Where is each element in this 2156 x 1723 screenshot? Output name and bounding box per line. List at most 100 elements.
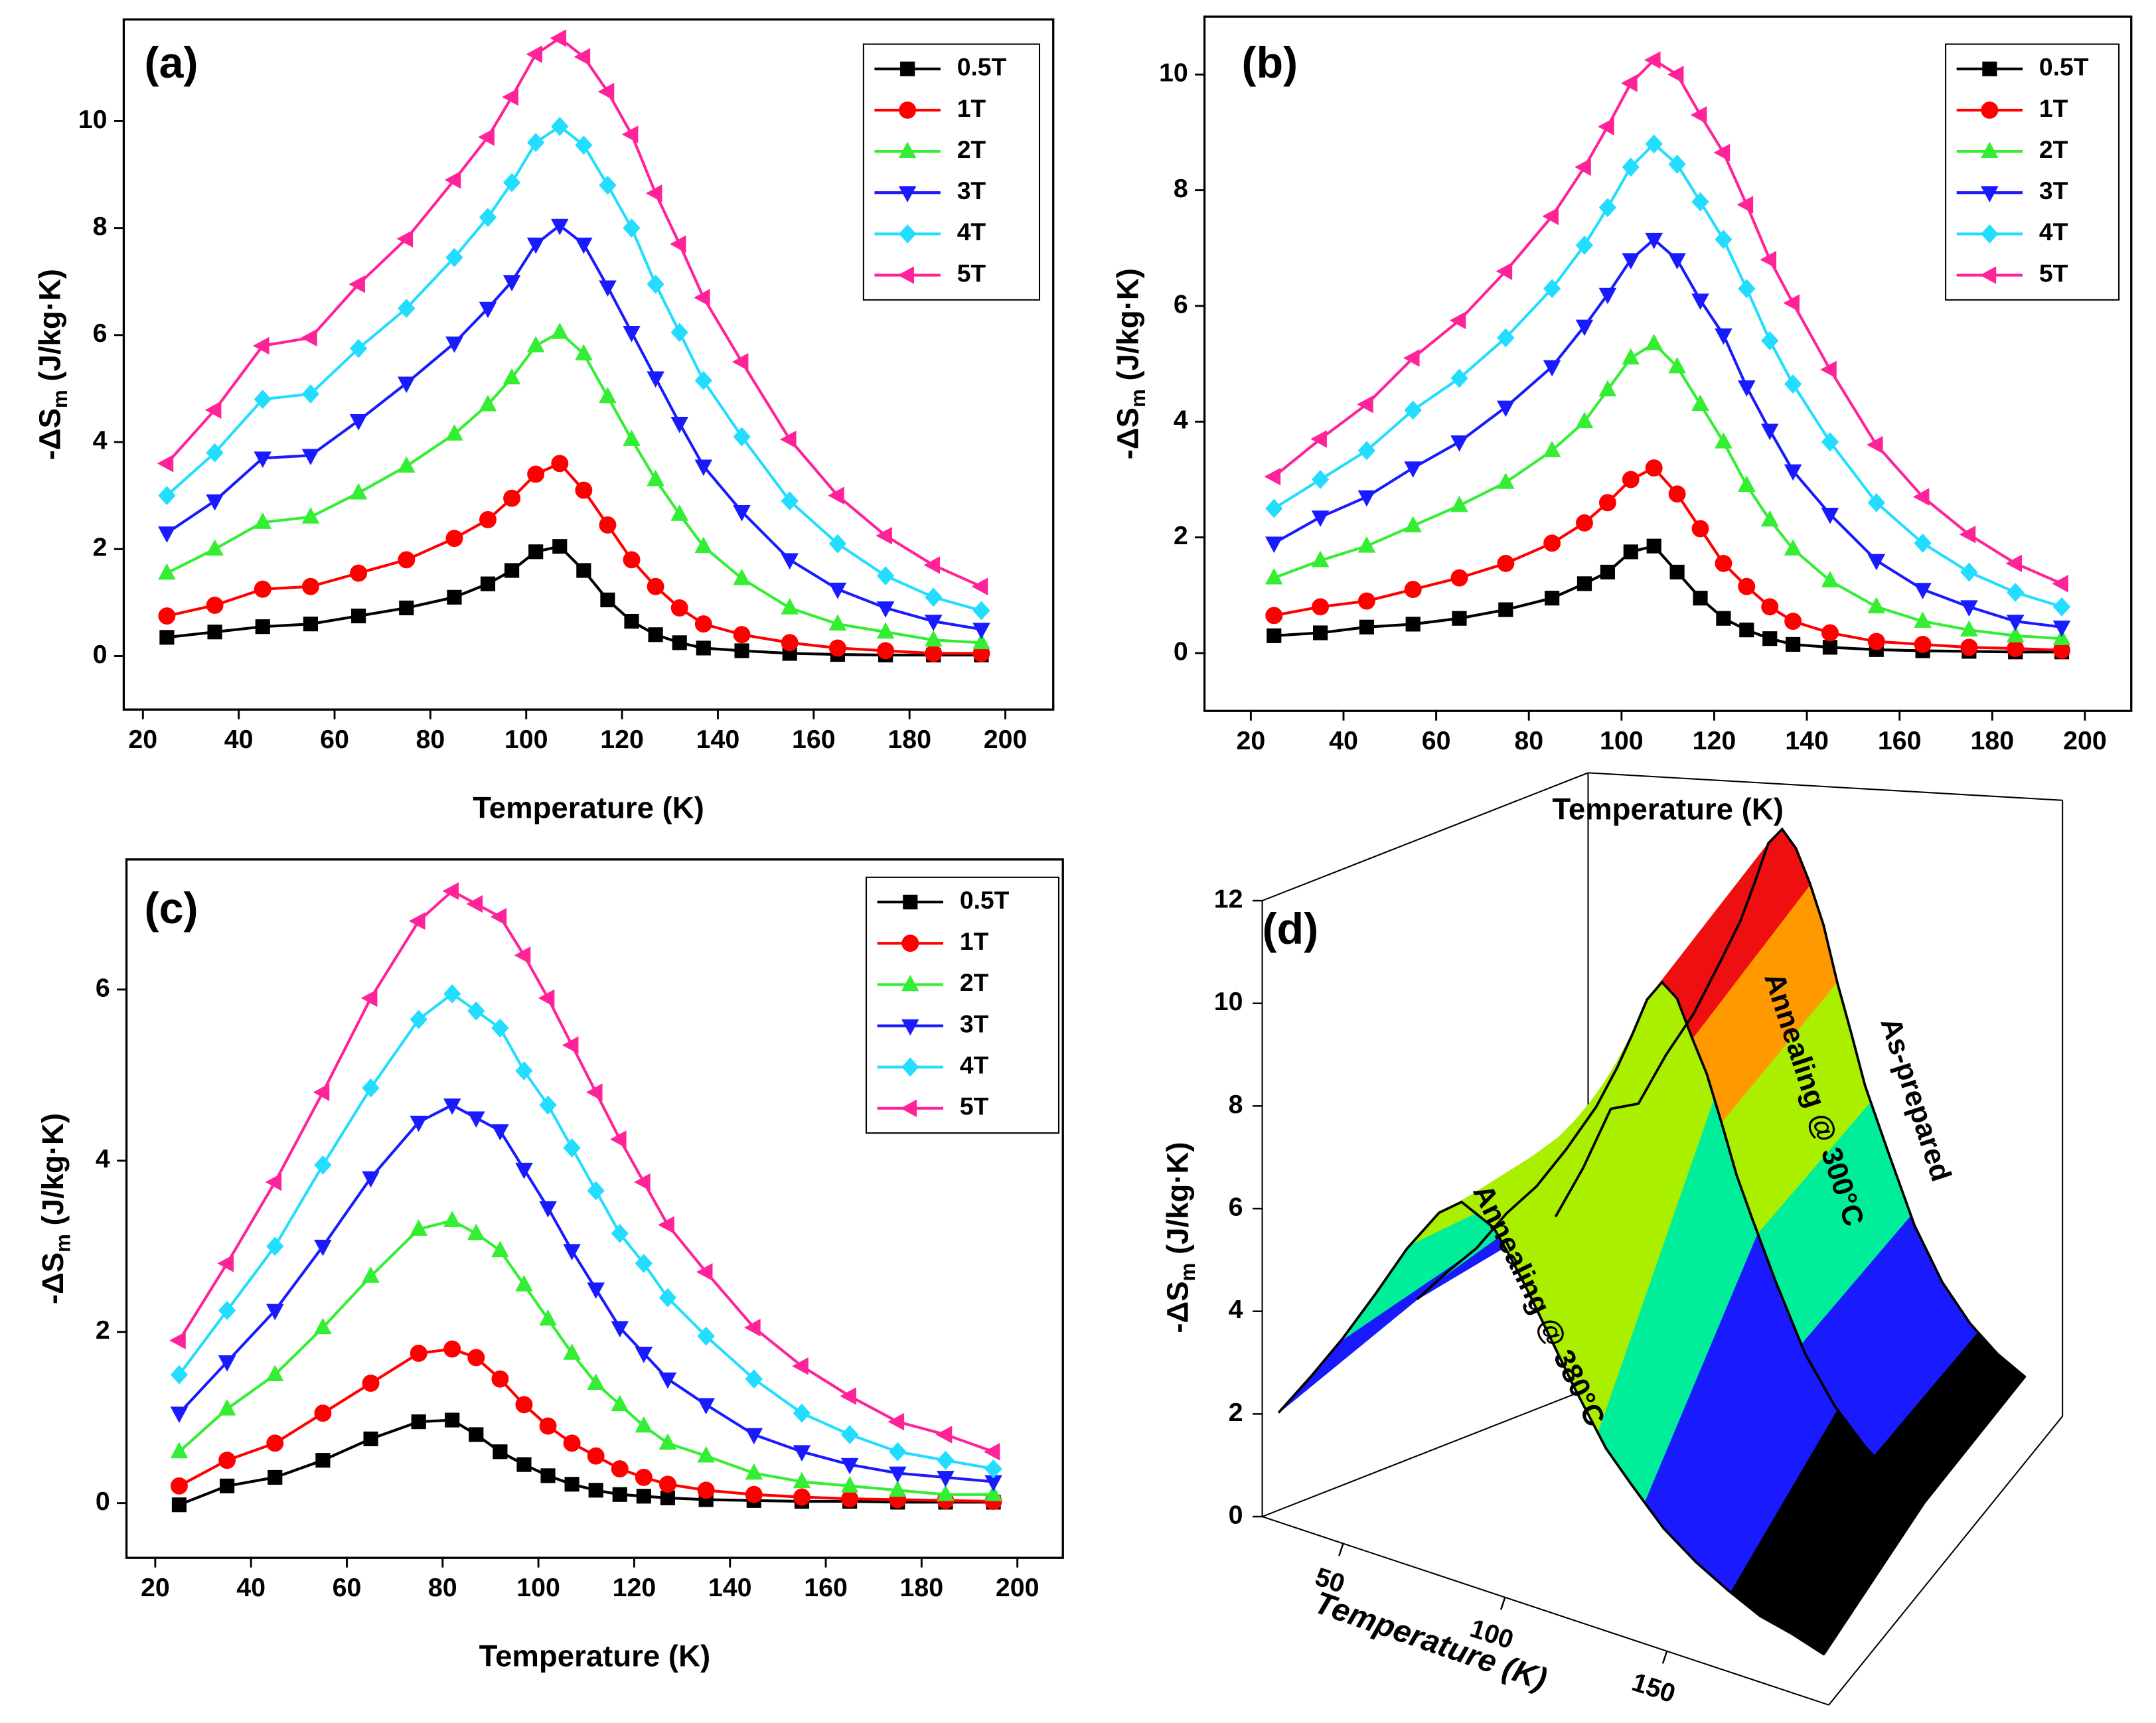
y-tick-label: 2 xyxy=(1174,521,1188,550)
data-point xyxy=(1960,600,1978,617)
data-point xyxy=(781,553,799,570)
surface-curve xyxy=(1554,827,2027,1379)
z-tick-label: 4 xyxy=(1229,1295,1243,1324)
data-point xyxy=(1357,490,1376,507)
data-point xyxy=(1715,328,1733,345)
legend-label: 1T xyxy=(957,94,986,122)
data-point xyxy=(672,635,687,650)
data-point xyxy=(610,1130,627,1148)
legend-marker xyxy=(900,1099,917,1118)
data-point xyxy=(670,323,688,342)
y-tick-label: 10 xyxy=(1159,58,1188,88)
data-point xyxy=(972,623,990,639)
x-tick-label: 140 xyxy=(708,1573,752,1602)
data-point xyxy=(408,912,425,931)
data-point xyxy=(515,1162,533,1179)
z-tick-label: 8 xyxy=(1229,1090,1243,1119)
data-point xyxy=(266,1365,284,1382)
legend-marker xyxy=(901,974,919,992)
data-point xyxy=(648,627,663,642)
data-point xyxy=(170,1477,188,1495)
data-point xyxy=(588,1483,603,1498)
data-point xyxy=(443,1211,461,1227)
data-point xyxy=(623,429,641,446)
data-point xyxy=(599,175,617,195)
data-point xyxy=(1357,395,1373,413)
data-point xyxy=(587,1282,605,1300)
y-axis-label-part: -ΔS xyxy=(1160,1281,1194,1333)
data-point xyxy=(313,1083,330,1101)
data-point xyxy=(563,1343,581,1360)
data-point xyxy=(1760,250,1777,269)
data-point xyxy=(1267,628,1282,643)
data-point xyxy=(793,1471,811,1489)
legend-frame xyxy=(1945,43,2120,301)
data-point xyxy=(744,1318,761,1337)
data-point xyxy=(611,1394,629,1412)
y-axis-label-part: -ΔS xyxy=(36,1252,70,1304)
data-point xyxy=(491,1240,509,1258)
series-line xyxy=(165,36,982,588)
data-point xyxy=(972,601,990,621)
data-point xyxy=(504,563,520,578)
data-point xyxy=(1822,640,1838,655)
data-point xyxy=(1450,435,1468,452)
data-point xyxy=(396,230,414,248)
data-point xyxy=(502,88,518,106)
data-point xyxy=(840,1387,856,1405)
data-point xyxy=(349,483,368,500)
data-point xyxy=(467,1111,485,1128)
legend-label: 3T xyxy=(2039,177,2068,204)
data-point xyxy=(562,1036,579,1055)
data-point xyxy=(255,619,270,635)
data-point xyxy=(1577,576,1592,591)
y-axis-label-part: (J/kg·K) xyxy=(36,1113,70,1234)
y-axis-label: -ΔSm (J/kg·K) xyxy=(36,1113,75,1304)
data-point xyxy=(1914,611,1932,628)
data-point xyxy=(733,505,751,522)
data-point xyxy=(1497,328,1515,348)
surface-curve xyxy=(1277,1200,1825,1656)
y-tick-label: 4 xyxy=(1174,406,1188,435)
data-point xyxy=(828,614,847,631)
data-point xyxy=(314,1317,332,1335)
data-point xyxy=(564,1477,579,1492)
data-point xyxy=(576,563,591,578)
data-point xyxy=(984,1484,1002,1501)
y-axis-label-part: (J/kg·K) xyxy=(1160,1142,1194,1262)
y-tick-label: 0 xyxy=(96,1487,110,1516)
data-point xyxy=(1621,74,1638,92)
data-point xyxy=(1738,279,1756,299)
data-point xyxy=(218,1301,236,1320)
data-point xyxy=(410,1345,427,1362)
data-point xyxy=(1715,230,1733,250)
data-point xyxy=(1575,412,1594,429)
y-tick-label: 4 xyxy=(93,425,108,455)
data-point xyxy=(924,630,943,647)
data-point xyxy=(585,1083,603,1101)
data-point xyxy=(445,424,463,441)
data-point xyxy=(254,451,272,469)
x-tick-label: 80 xyxy=(416,725,445,754)
data-point xyxy=(514,946,531,964)
panel-label: (a) xyxy=(145,38,198,88)
data-point xyxy=(551,455,569,473)
data-point xyxy=(1576,514,1593,532)
series-line xyxy=(1273,142,2062,609)
data-point xyxy=(793,1445,811,1462)
data-point xyxy=(398,299,416,318)
data-point xyxy=(611,1460,629,1478)
y-tick-label: 2 xyxy=(96,1315,110,1345)
data-point xyxy=(597,82,615,101)
data-point xyxy=(1265,607,1283,625)
data-point xyxy=(515,1061,533,1081)
data-point xyxy=(1820,360,1837,379)
data-point xyxy=(502,173,521,192)
legend-label: 0.5T xyxy=(960,886,1010,914)
series-line xyxy=(1273,466,2062,652)
data-point xyxy=(1404,461,1423,478)
data-point xyxy=(158,563,176,580)
data-point xyxy=(696,640,711,656)
x-axis-label: Temperature (K) xyxy=(479,1639,711,1673)
data-point xyxy=(1498,602,1513,617)
